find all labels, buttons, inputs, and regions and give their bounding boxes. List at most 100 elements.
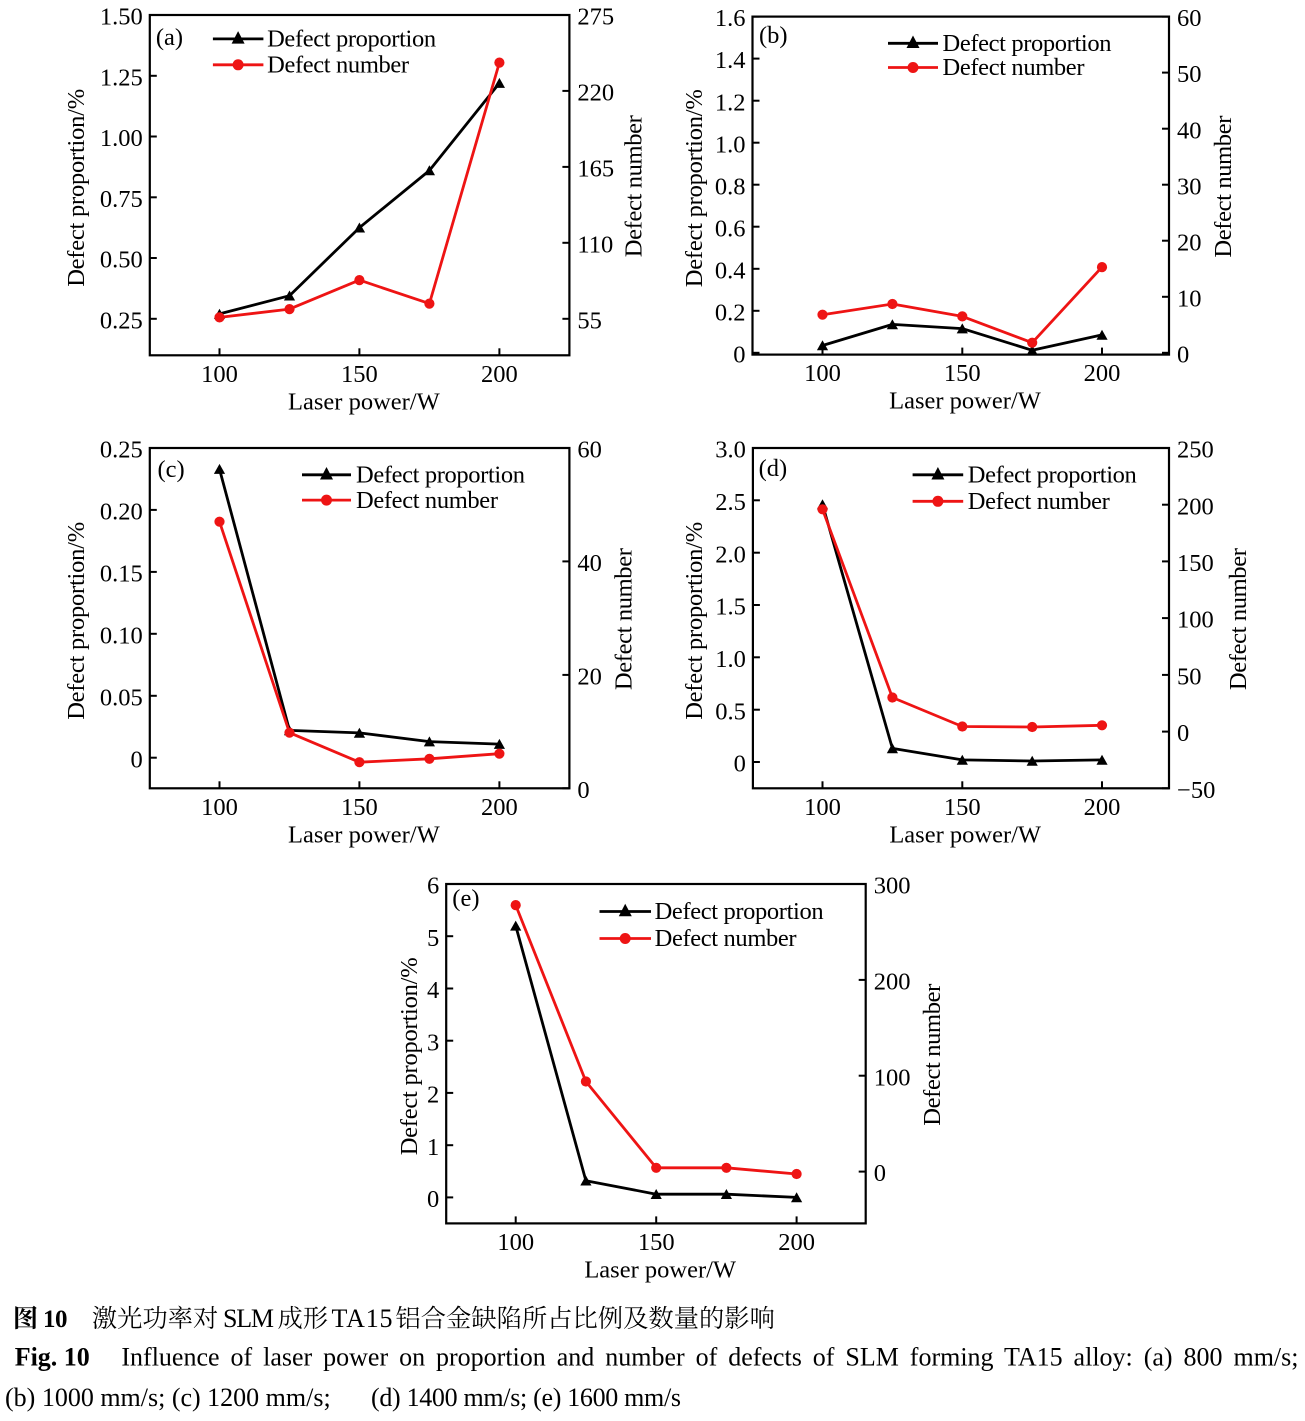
svg-text:3: 3 — [427, 1029, 439, 1056]
svg-text:0.05: 0.05 — [100, 684, 143, 711]
svg-text:250: 250 — [1177, 437, 1214, 464]
svg-text:Laser power/W: Laser power/W — [889, 388, 1042, 415]
svg-text:100: 100 — [201, 794, 238, 821]
svg-text:200: 200 — [1084, 360, 1121, 387]
svg-text:200: 200 — [874, 969, 911, 996]
svg-text:0.8: 0.8 — [715, 173, 746, 200]
svg-text:Defect proportion: Defect proportion — [356, 462, 525, 489]
svg-text:220: 220 — [577, 80, 614, 107]
svg-text:0.4: 0.4 — [715, 257, 746, 284]
svg-text:Influence of laser power on pr: Influence of laser power on proportion a… — [121, 1343, 1298, 1372]
svg-text:1.6: 1.6 — [715, 5, 746, 32]
svg-text:Defect number: Defect number — [655, 925, 797, 952]
svg-text:150: 150 — [944, 794, 981, 821]
svg-text:100: 100 — [1177, 607, 1214, 634]
svg-text:Defect proportion: Defect proportion — [655, 898, 824, 925]
svg-text:Defect number: Defect number — [968, 488, 1110, 515]
svg-text:100: 100 — [874, 1064, 911, 1091]
svg-text:110: 110 — [577, 231, 613, 258]
svg-text:0.50: 0.50 — [100, 247, 143, 274]
svg-text:0: 0 — [733, 341, 745, 368]
svg-text:0.75: 0.75 — [100, 186, 143, 213]
svg-text:150: 150 — [638, 1229, 675, 1256]
svg-text:50: 50 — [1177, 61, 1202, 88]
svg-text:Defect proportion: Defect proportion — [968, 462, 1137, 489]
svg-text:100: 100 — [804, 360, 841, 387]
svg-text:Defect proportion/%: Defect proportion/% — [396, 957, 423, 1155]
svg-text:Laser power/W: Laser power/W — [889, 821, 1042, 848]
svg-text:0: 0 — [131, 746, 143, 773]
svg-text:Defect proportion: Defect proportion — [267, 26, 436, 53]
svg-text:300: 300 — [874, 873, 911, 900]
svg-text:Laser power/W: Laser power/W — [288, 388, 441, 415]
svg-text:Defect proportion: Defect proportion — [943, 30, 1112, 57]
svg-text:100: 100 — [201, 361, 238, 388]
svg-text:0: 0 — [1177, 720, 1189, 747]
svg-text:40: 40 — [577, 550, 602, 577]
svg-text:10: 10 — [1177, 285, 1202, 312]
svg-text:0.15: 0.15 — [100, 561, 143, 588]
svg-text:30: 30 — [1177, 173, 1202, 200]
svg-text:Laser power/W: Laser power/W — [584, 1256, 737, 1283]
svg-text:0.25: 0.25 — [100, 437, 143, 464]
svg-text:0.25: 0.25 — [100, 307, 143, 334]
svg-text:6: 6 — [427, 873, 439, 900]
svg-text:Defect number: Defect number — [356, 487, 498, 514]
svg-text:4: 4 — [427, 977, 439, 1004]
svg-text:200: 200 — [481, 361, 518, 388]
svg-text:150: 150 — [1177, 550, 1214, 577]
svg-text:2.5: 2.5 — [715, 489, 746, 516]
svg-text:Laser power/W: Laser power/W — [288, 821, 441, 848]
svg-text:Defect number: Defect number — [621, 115, 648, 257]
svg-text:1.4: 1.4 — [715, 47, 746, 74]
svg-text:10: 10 — [43, 1306, 68, 1333]
svg-text:200: 200 — [481, 794, 518, 821]
svg-text:2: 2 — [427, 1082, 439, 1109]
svg-text:0.5: 0.5 — [715, 698, 746, 725]
svg-text:0: 0 — [1177, 341, 1189, 368]
svg-text:20: 20 — [577, 664, 602, 691]
svg-text:Defect number: Defect number — [267, 52, 409, 79]
svg-text:Defect proportion/%: Defect proportion/% — [681, 522, 708, 720]
svg-text:200: 200 — [1177, 493, 1214, 520]
svg-text:150: 150 — [341, 794, 378, 821]
svg-text:1: 1 — [427, 1134, 439, 1161]
svg-text:TA15: TA15 — [332, 1304, 393, 1333]
svg-text:Defect proportion/%: Defect proportion/% — [681, 89, 708, 287]
svg-text:0.6: 0.6 — [715, 215, 746, 242]
svg-text:100: 100 — [804, 794, 841, 821]
svg-text:0: 0 — [577, 777, 589, 804]
svg-text:1.50: 1.50 — [100, 4, 143, 31]
svg-text:150: 150 — [341, 361, 378, 388]
svg-text:(a): (a) — [156, 24, 183, 51]
svg-text:Defect number: Defect number — [919, 984, 946, 1126]
svg-text:(d): (d) — [759, 455, 788, 482]
svg-text:165: 165 — [577, 156, 614, 183]
svg-text:60: 60 — [577, 437, 602, 464]
svg-text:Defect proportion/%: Defect proportion/% — [63, 522, 90, 720]
svg-text:200: 200 — [778, 1229, 815, 1256]
svg-text:2.0: 2.0 — [715, 541, 746, 568]
svg-text:(c): (c) — [158, 456, 185, 483]
svg-text:5: 5 — [427, 925, 439, 952]
svg-text:Fig. 10: Fig. 10 — [15, 1343, 90, 1372]
svg-text:1.5: 1.5 — [715, 594, 746, 621]
svg-text:Defect number: Defect number — [1210, 116, 1237, 258]
svg-text:1.00: 1.00 — [100, 125, 143, 152]
svg-text:(b): (b) — [759, 22, 788, 49]
svg-text:50: 50 — [1177, 664, 1202, 691]
svg-text:1.25: 1.25 — [100, 64, 143, 91]
svg-text:(d) 1400 mm/s; (e) 1600 mm/s: (d) 1400 mm/s; (e) 1600 mm/s — [371, 1383, 681, 1412]
svg-text:3.0: 3.0 — [715, 437, 746, 464]
svg-text:Defect number: Defect number — [1225, 548, 1252, 690]
svg-text:40: 40 — [1177, 117, 1202, 144]
svg-text:0.2: 0.2 — [715, 299, 746, 326]
svg-text:150: 150 — [944, 360, 981, 387]
svg-text:200: 200 — [1084, 794, 1121, 821]
svg-text:275: 275 — [577, 4, 614, 31]
svg-text:−50: −50 — [1177, 777, 1215, 804]
svg-text:Defect number: Defect number — [611, 548, 638, 690]
svg-text:100: 100 — [497, 1229, 534, 1256]
svg-text:Defect number: Defect number — [943, 54, 1085, 81]
svg-text:55: 55 — [577, 307, 602, 334]
